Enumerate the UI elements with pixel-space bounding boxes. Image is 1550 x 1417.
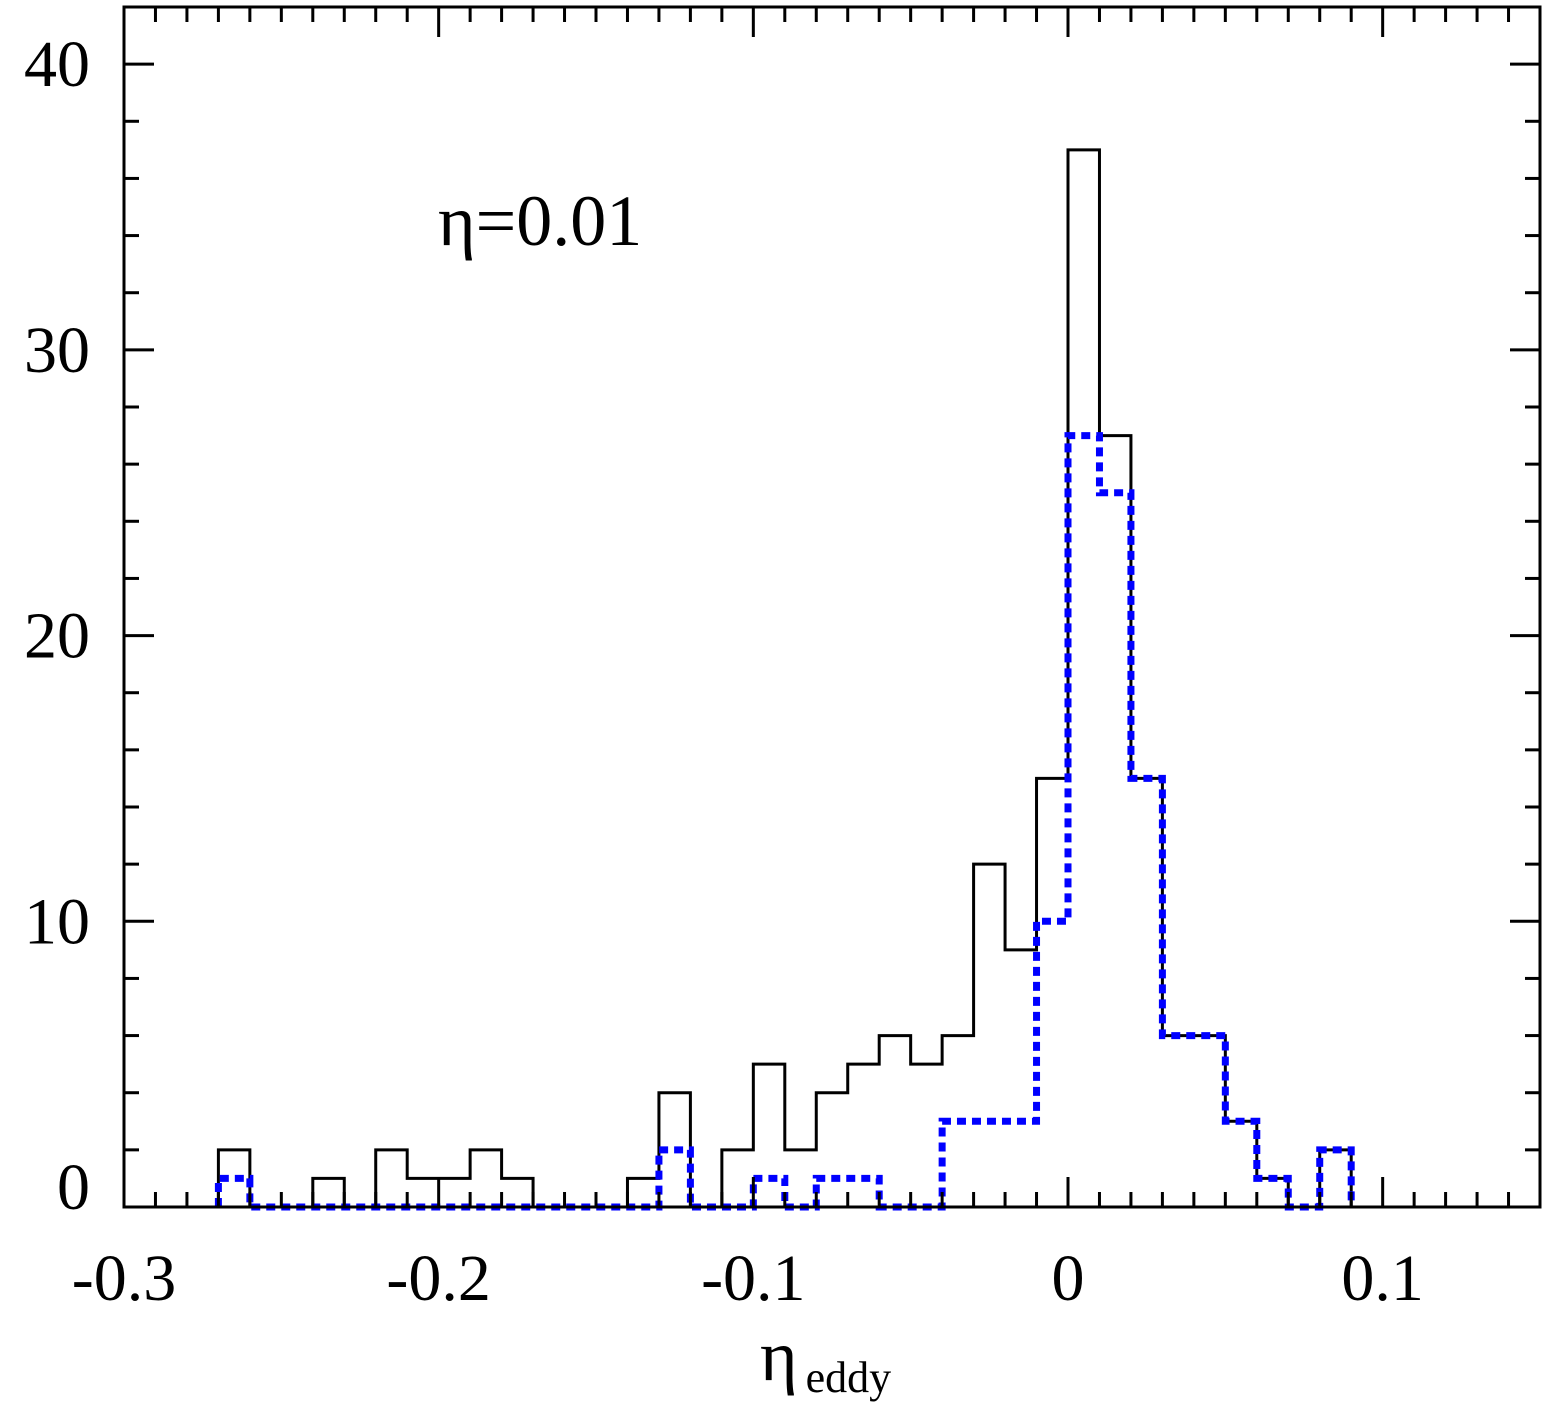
- y-tick-label: 0: [57, 1151, 90, 1224]
- x-axis-label-main: η: [760, 1316, 798, 1396]
- x-tick-label: 0.1: [1341, 1242, 1424, 1315]
- y-tick-label: 30: [24, 314, 90, 387]
- series-layer: [214, 148, 1355, 1211]
- tick-label-layer: -0.3 -0.2 -0.1 0 0.1 0 10 20 30 40: [24, 28, 1424, 1315]
- tick-layer: [122, 5, 1542, 1209]
- x-tick-label: -0.1: [701, 1242, 805, 1315]
- x-tick-label: -0.2: [386, 1242, 490, 1315]
- histogram-series-1-solid: [216, 148, 1353, 1209]
- plot-frame: [122, 5, 1542, 1209]
- y-tick-label: 20: [24, 600, 90, 673]
- eta-annotation: η=0.01: [438, 181, 642, 261]
- x-axis-label-subscript: eddy: [806, 1353, 892, 1402]
- x-axis-label: η eddy: [760, 1316, 891, 1402]
- y-tick-label: 40: [24, 28, 90, 101]
- x-tick-label: -0.3: [72, 1242, 176, 1315]
- histogram-series-2-dotted: [214, 432, 1355, 1211]
- y-tick-label: 10: [24, 885, 90, 958]
- x-tick-label: 0: [1052, 1242, 1085, 1315]
